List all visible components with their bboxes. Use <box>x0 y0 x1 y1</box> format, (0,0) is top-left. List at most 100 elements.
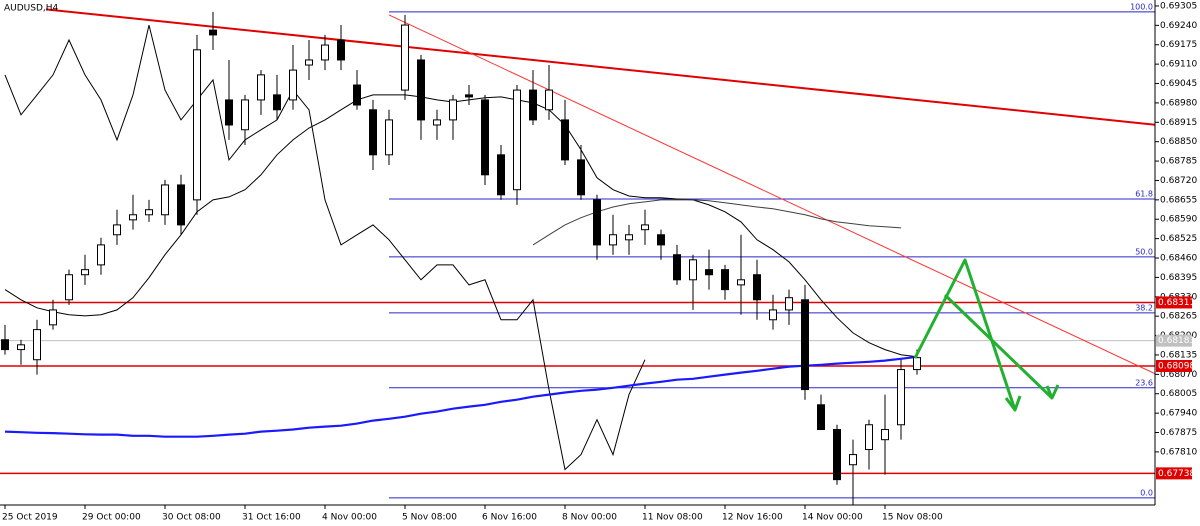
candle-body <box>849 454 857 466</box>
chart-title: AUDUSD,H4 <box>4 4 59 14</box>
candle-body <box>753 274 761 301</box>
candle-body <box>225 99 233 126</box>
trendline <box>4 4 1155 126</box>
candle-body <box>353 84 361 106</box>
candle-body <box>513 89 521 191</box>
candle-body <box>785 297 793 311</box>
x-tick-label: 5 Nov 08:00 <box>402 513 457 523</box>
y-tick-label: 0.67810 <box>1160 447 1197 457</box>
price-box-label: 0.68311 <box>1158 298 1195 308</box>
candle-body <box>1 339 9 351</box>
candle-body <box>737 279 745 286</box>
candle-body <box>577 159 585 196</box>
y-tick-label: 0.68655 <box>1160 195 1197 205</box>
candle-body <box>241 99 249 131</box>
candle-body <box>817 404 825 431</box>
candle-body <box>465 94 473 98</box>
price-box <box>1156 334 1192 347</box>
candle-body <box>529 89 537 121</box>
x-tick-label: 8 Nov 00:00 <box>562 513 617 523</box>
candle-body <box>881 429 889 441</box>
y-tick-label: 0.68785 <box>1160 157 1197 167</box>
y-tick-label: 0.68525 <box>1160 234 1197 244</box>
y-tick-label: 0.69240 <box>1160 21 1197 31</box>
indicator-line <box>4 24 646 471</box>
candle-body <box>289 69 297 101</box>
candle-body <box>49 309 57 326</box>
candle-body <box>193 49 201 201</box>
arrow-head <box>1045 384 1060 400</box>
y-tick-label: 0.68590 <box>1160 215 1197 225</box>
x-tick-label: 30 Oct 08:00 <box>162 513 221 523</box>
price-box-label: 0.68098 <box>1158 361 1195 371</box>
candle-body <box>801 299 809 391</box>
price-box <box>1156 467 1192 480</box>
candle-body <box>641 224 649 231</box>
price-box-label: 0.67738 <box>1158 469 1195 479</box>
fib-label: 38.2 <box>1135 303 1153 312</box>
candle-body <box>689 259 697 281</box>
candle-body <box>33 329 41 361</box>
y-tick-label: 0.68460 <box>1160 254 1197 264</box>
candle-body <box>97 244 105 266</box>
arrow <box>913 258 1017 411</box>
y-tick-label: 0.68070 <box>1160 370 1197 380</box>
x-tick-label: 31 Oct 16:00 <box>242 513 301 523</box>
y-tick-label: 0.69305 <box>1160 1 1197 11</box>
candle-body <box>113 224 121 236</box>
fib-label: 0.0 <box>1140 488 1153 497</box>
x-tick-label: 25 Oct 2019 <box>2 513 58 523</box>
candle-body <box>625 234 633 241</box>
indicator-line <box>4 94 918 358</box>
candle-body <box>497 154 505 196</box>
x-tick-label: 14 Nov 00:00 <box>802 513 863 523</box>
x-tick-label: 4 Nov 00:00 <box>322 513 377 523</box>
title-box <box>2 2 46 14</box>
candle-body <box>401 24 409 91</box>
candle-body <box>17 344 25 351</box>
candle-body <box>593 199 601 246</box>
candle-body <box>433 119 441 126</box>
candle-body <box>273 94 281 111</box>
y-tick-label: 0.69110 <box>1160 60 1197 70</box>
y-tick-label: 0.67940 <box>1160 409 1197 419</box>
candle-body <box>209 29 217 36</box>
candle-body <box>705 269 713 276</box>
candle-body <box>417 59 425 121</box>
forecast-arrows <box>913 258 1060 412</box>
candle-body <box>721 269 729 291</box>
y-tick-label: 0.68265 <box>1160 312 1197 322</box>
candle-body <box>673 254 681 281</box>
candle-body <box>865 424 873 451</box>
candle-body <box>385 119 393 156</box>
candle-body <box>449 99 457 121</box>
price-box <box>1156 296 1192 309</box>
candle-body <box>321 44 329 61</box>
candle-body <box>545 89 553 111</box>
plot-area: 100.0 61.8 50.0 38.2 23.6 0.0 <box>0 2 1155 505</box>
candle-body <box>833 429 841 481</box>
y-tick-label: 0.68980 <box>1160 98 1197 108</box>
fib-label: 100.0 <box>1130 2 1153 11</box>
candle-body <box>897 369 905 426</box>
trendline <box>388 14 1155 375</box>
arrow <box>943 293 1054 400</box>
y-tick-label: 0.68915 <box>1160 118 1197 128</box>
indicator-line <box>4 355 918 438</box>
price-box-label: 0.68183 <box>1158 336 1195 346</box>
y-tick-label: 0.68720 <box>1160 176 1197 186</box>
fib-label: 50.0 <box>1135 247 1153 256</box>
candle-body <box>81 269 89 276</box>
fib-label: 61.8 <box>1135 189 1153 198</box>
fib-label: 23.6 <box>1135 378 1153 387</box>
candle-body <box>305 59 313 66</box>
candle-body <box>145 209 153 216</box>
candle-body <box>561 119 569 161</box>
candle-body <box>129 214 137 221</box>
y-tick-label: 0.68005 <box>1160 389 1197 399</box>
x-tick-label: 11 Nov 08:00 <box>642 513 703 523</box>
candle-body <box>369 109 377 156</box>
y-tick-label: 0.68135 <box>1160 350 1197 360</box>
